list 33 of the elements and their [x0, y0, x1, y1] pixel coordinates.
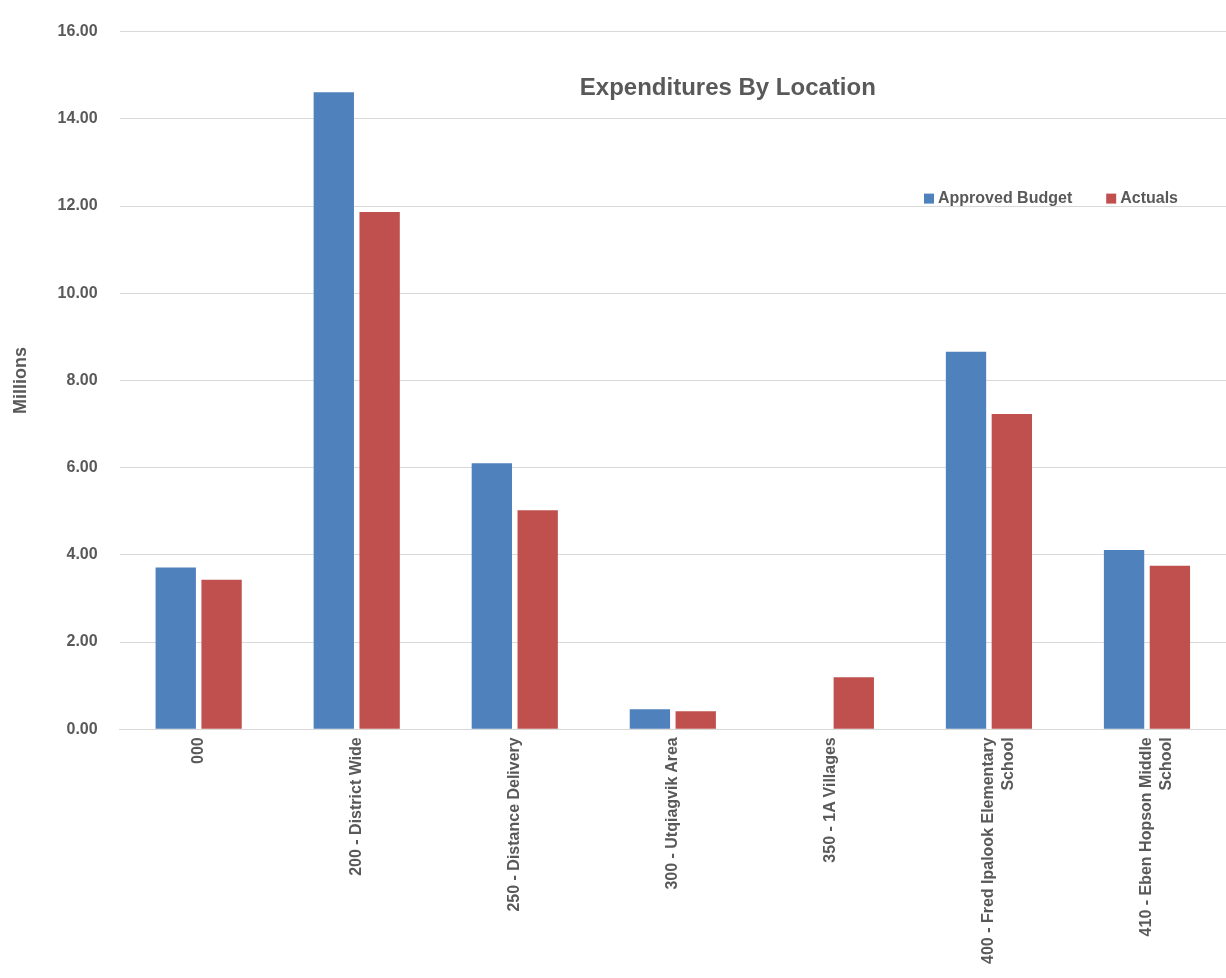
legend-label: Approved Budget: [937, 189, 1073, 207]
x-tick-label: 200 - District Wide: [347, 737, 365, 876]
bar: [517, 510, 558, 729]
y-tick-label: 10.00: [57, 283, 98, 301]
y-tick-label: 8.00: [66, 370, 98, 388]
bar: [359, 212, 400, 729]
bar: [833, 677, 874, 729]
bar: [991, 414, 1033, 729]
y-tick-label: 0.00: [66, 719, 98, 737]
y-tick-label: 12.00: [57, 196, 98, 214]
bar: [313, 92, 354, 729]
bar: [155, 567, 196, 729]
y-tick-label: 14.00: [57, 109, 98, 127]
text: Expenditures By Location: [579, 73, 876, 101]
bar: [1149, 565, 1191, 729]
bar: [1103, 550, 1145, 729]
x-tick-label: 250 - Distance Delivery: [505, 737, 523, 912]
y-tick-label: 2.00: [66, 632, 98, 650]
x-tick-label: 400 - Fred Ipalook Elementary School: [979, 737, 1016, 964]
x-tick-label: 300 - Utqiagvik Area: [663, 737, 681, 890]
y-tick-label: 4.00: [66, 545, 98, 563]
x-tick-label: 350 - 1A Villages: [821, 737, 839, 863]
x-tick-label: 000: [189, 737, 207, 764]
x-tick-label: 410 - Eben Hopson Middle School: [1137, 737, 1174, 937]
y-tick-label: 16.00: [57, 22, 98, 40]
bar: [675, 711, 716, 729]
bar: [629, 709, 671, 729]
bar: [945, 351, 987, 729]
bar: [471, 463, 513, 729]
y-tick-label: 6.00: [66, 458, 98, 476]
legend-label: Actuals: [1120, 189, 1179, 207]
y-axis-title: Millions: [9, 346, 30, 414]
bar: [201, 579, 242, 729]
